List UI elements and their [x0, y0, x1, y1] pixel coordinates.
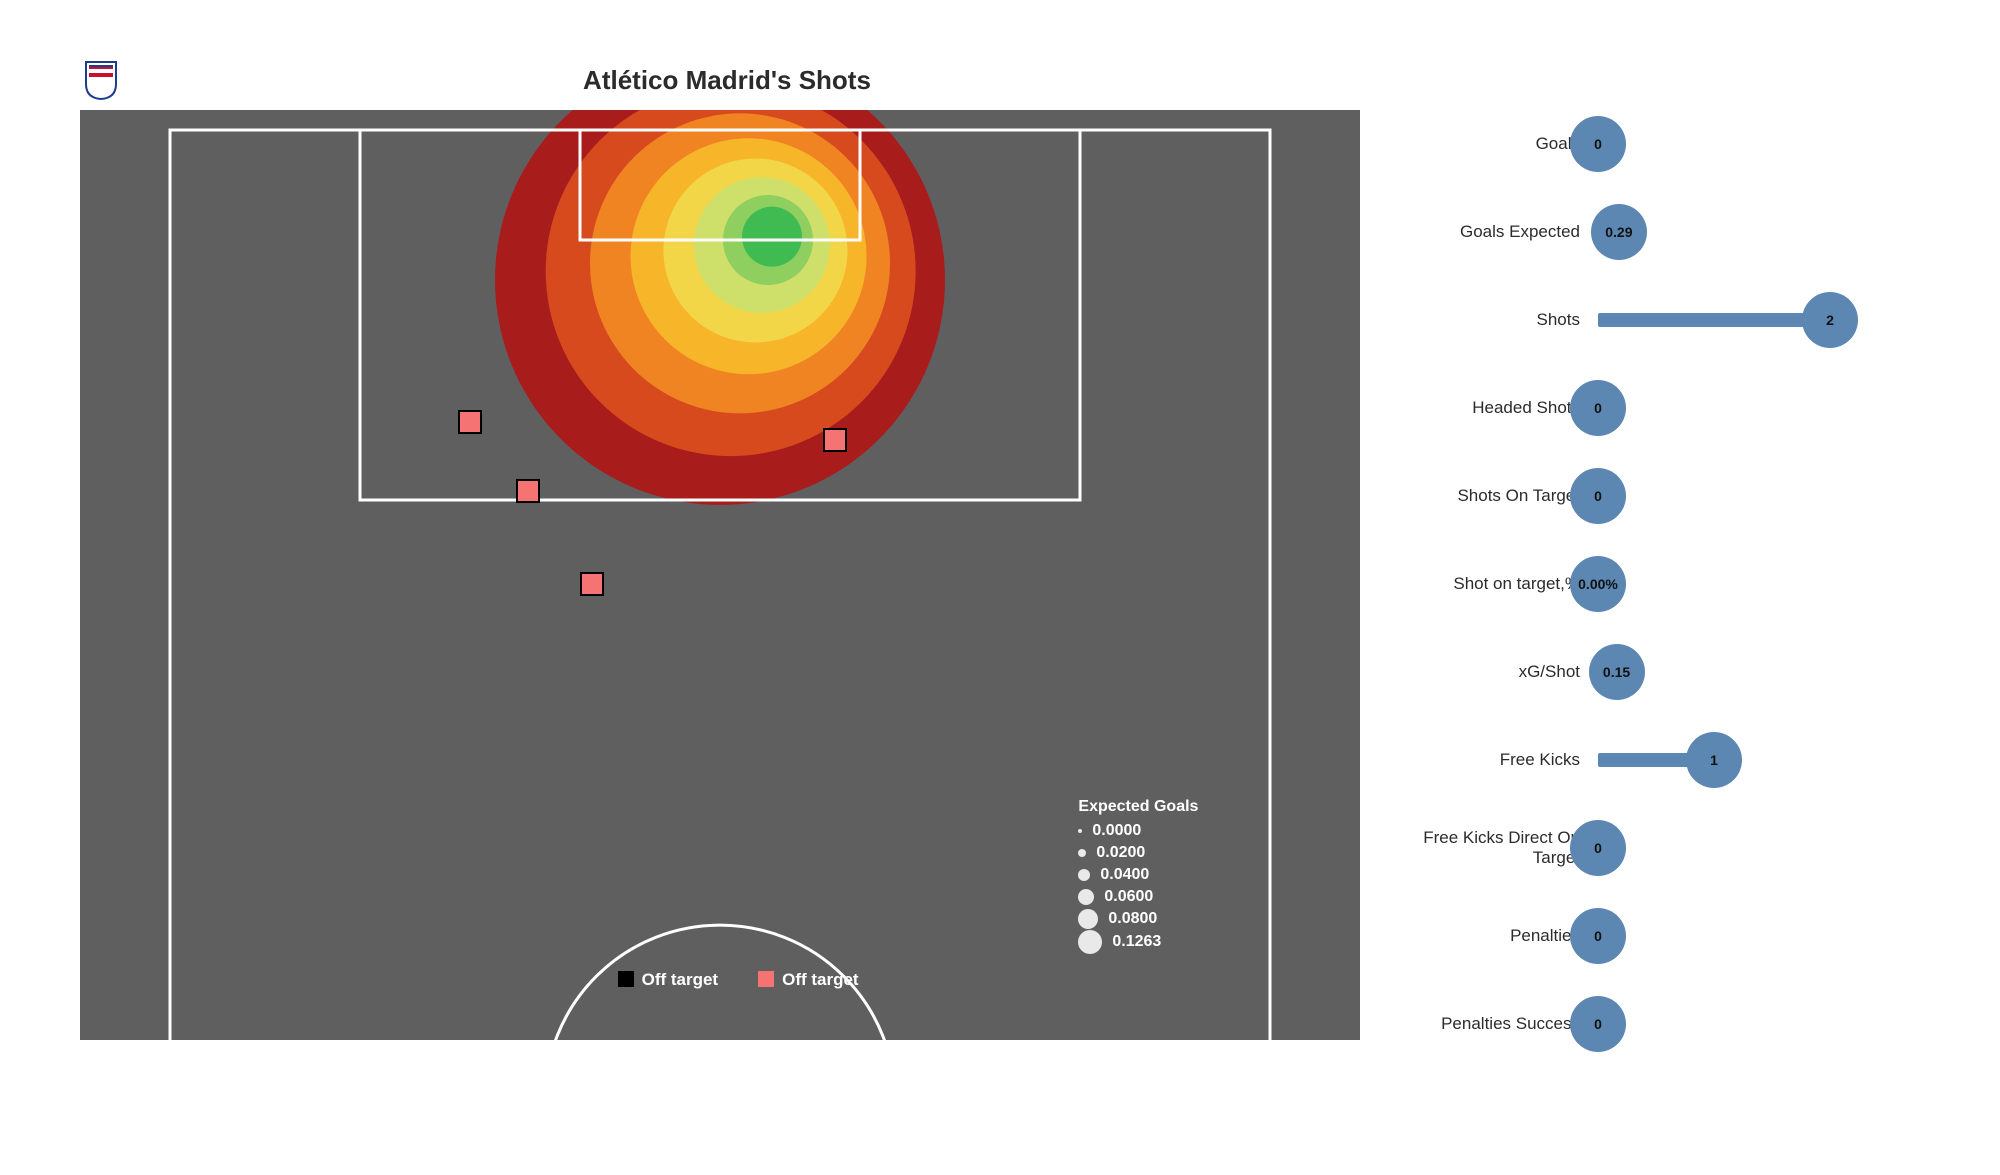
shot-marker	[823, 428, 847, 452]
stat-value: 0	[1570, 908, 1626, 964]
stat-label: Free Kicks Direct On Target	[1420, 828, 1580, 867]
stat-track: 0	[1598, 401, 1920, 415]
stat-label: Shots	[1420, 310, 1580, 330]
stat-label: Goals	[1420, 134, 1580, 154]
stats-panel: Goals 0 Goals Expected 0.29 Shots 2 Head…	[1420, 60, 1920, 1115]
stat-row: Penalties 0	[1420, 907, 1920, 965]
legend-xg-row: 0.0000	[1078, 820, 1198, 842]
legend-xg-label: 0.0600	[1104, 886, 1153, 908]
stat-track: 0.29	[1598, 225, 1920, 239]
stat-track: 1	[1598, 753, 1920, 767]
xg-heatmap	[495, 110, 945, 505]
stat-label: Shot on target,%	[1420, 574, 1580, 594]
stat-row: Free Kicks Direct On Target 0	[1420, 819, 1920, 877]
stat-value: 0	[1570, 380, 1626, 436]
stat-label: Goals Expected	[1420, 222, 1580, 242]
stat-value: 0	[1570, 116, 1626, 172]
legend-xg-label: 0.0200	[1096, 842, 1145, 864]
stat-value: 0.29	[1591, 204, 1647, 260]
stat-row: Free Kicks 1	[1420, 731, 1920, 789]
stat-value: 1	[1686, 732, 1742, 788]
legend-xg-title: Expected Goals	[1078, 798, 1198, 816]
stat-value: 0	[1570, 468, 1626, 524]
legend-shot-type-item: Off target	[618, 970, 719, 990]
stat-label: xG/Shot	[1420, 662, 1580, 682]
legend-xg-label: 0.0400	[1100, 864, 1149, 886]
stat-row: Shot on target,% 0.00%	[1420, 555, 1920, 613]
shot-marker	[458, 410, 482, 434]
shot-marker	[580, 572, 604, 596]
legend-xg-row: 0.1263	[1078, 930, 1198, 954]
shot-marker	[516, 479, 540, 503]
legend-xg-row: 0.0200	[1078, 842, 1198, 864]
stat-row: Shots On Target 0	[1420, 467, 1920, 525]
stat-row: xG/Shot 0.15	[1420, 643, 1920, 701]
stat-label: Shots On Target	[1420, 486, 1580, 506]
chart-title: Atlético Madrid's Shots	[114, 65, 1340, 96]
legend-xg-row: 0.0800	[1078, 908, 1198, 930]
stat-row: Headed Shots 0	[1420, 379, 1920, 437]
pitch-chart: Expected Goals 0.0000 0.0200 0.0400 0.06…	[80, 110, 1360, 1040]
stat-track: 0	[1598, 137, 1920, 151]
stat-row: Penalties Success 0	[1420, 995, 1920, 1053]
stat-track: 0.15	[1598, 665, 1920, 679]
legend-expected-goals: Expected Goals 0.0000 0.0200 0.0400 0.06…	[1078, 798, 1198, 954]
stat-track: 0	[1598, 489, 1920, 503]
legend-xg-label: 0.0000	[1092, 820, 1141, 842]
stat-label: Penalties	[1420, 926, 1580, 946]
stat-label: Penalties Success	[1420, 1014, 1580, 1034]
legend-xg-label: 0.1263	[1112, 931, 1161, 953]
stat-value: 0.00%	[1570, 556, 1626, 612]
team-logo	[84, 60, 118, 100]
stat-value: 0.15	[1589, 644, 1645, 700]
legend-xg-row: 0.0400	[1078, 864, 1198, 886]
stat-row: Shots 2	[1420, 291, 1920, 349]
stat-bar	[1598, 313, 1830, 327]
stat-value: 2	[1802, 292, 1858, 348]
stat-track: 0.00%	[1598, 577, 1920, 591]
stat-label: Free Kicks	[1420, 750, 1580, 770]
stat-row: Goals Expected 0.29	[1420, 203, 1920, 261]
stat-track: 2	[1598, 313, 1920, 327]
stat-track: 0	[1598, 841, 1920, 855]
stat-row: Goals 0	[1420, 115, 1920, 173]
legend-xg-label: 0.0800	[1108, 908, 1157, 930]
stat-value: 0	[1570, 996, 1626, 1052]
stat-track: 0	[1598, 929, 1920, 943]
legend-shot-type-item: Off target	[758, 970, 859, 990]
pitch-panel: Atlético Madrid's Shots Expected Goals 0…	[80, 60, 1360, 1115]
stat-track: 0	[1598, 1017, 1920, 1031]
stat-label: Headed Shots	[1420, 398, 1580, 418]
legend-xg-row: 0.0600	[1078, 886, 1198, 908]
stat-value: 0	[1570, 820, 1626, 876]
legend-shot-type: Off target Off target	[618, 970, 859, 990]
